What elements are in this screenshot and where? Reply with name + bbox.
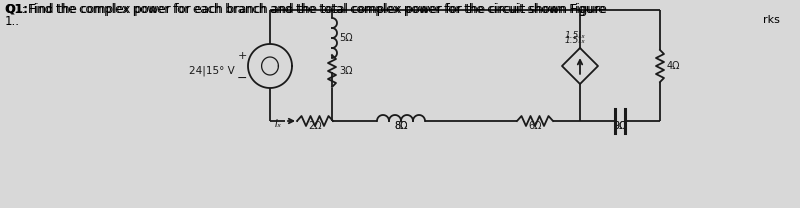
Text: 6Ω: 6Ω bbox=[528, 121, 542, 131]
Text: Q1:: Q1: bbox=[5, 3, 28, 16]
Text: 24|15° V: 24|15° V bbox=[190, 66, 235, 76]
Text: Find the complex power for each branch and the total complex power for the circu: Find the complex power for each branch a… bbox=[28, 3, 606, 16]
Text: −: − bbox=[237, 72, 247, 84]
Text: 1..: 1.. bbox=[5, 15, 20, 28]
Text: 4Ω: 4Ω bbox=[667, 61, 681, 71]
Text: Iₓ: Iₓ bbox=[274, 119, 282, 129]
Text: rks: rks bbox=[763, 15, 780, 25]
Text: 2Ω: 2Ω bbox=[308, 121, 322, 131]
Text: Q1: Find the complex power for each branch and the total complex power for the c: Q1: Find the complex power for each bran… bbox=[5, 3, 607, 16]
Text: 1.5Iₓ: 1.5Iₓ bbox=[565, 31, 586, 40]
Text: 9Ω: 9Ω bbox=[614, 121, 626, 131]
Text: 9Ω: 9Ω bbox=[614, 121, 626, 131]
Text: 8Ω: 8Ω bbox=[394, 121, 408, 131]
Text: +: + bbox=[238, 51, 246, 61]
Text: 8Ω: 8Ω bbox=[394, 121, 408, 131]
Text: 3Ω: 3Ω bbox=[339, 66, 353, 76]
Text: 1.5Iₓ: 1.5Iₓ bbox=[565, 36, 586, 45]
Text: 5Ω: 5Ω bbox=[339, 33, 353, 43]
